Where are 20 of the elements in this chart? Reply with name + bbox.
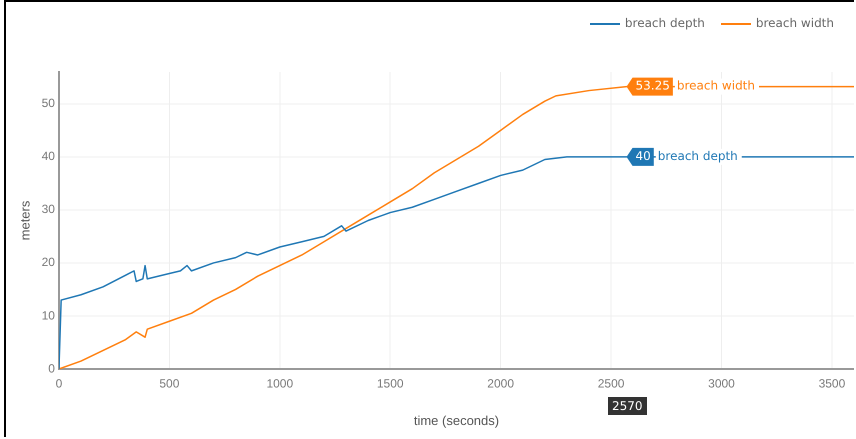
- annotation: 40 breach depth: [636, 148, 738, 163]
- x-tick-label: 1000: [266, 376, 294, 391]
- x-axis-title: time (seconds): [414, 412, 500, 428]
- x-tick-label: 3500: [818, 376, 846, 391]
- y-tick-label: 50: [42, 96, 56, 110]
- x-tick-label: 3000: [708, 376, 736, 391]
- y-tick-label: 20: [42, 255, 56, 270]
- x-tick-label: 500: [159, 376, 180, 391]
- y-axis-title: meters: [17, 200, 32, 240]
- x-tick-label: 2500: [598, 376, 625, 391]
- legend-label: breach width: [754, 16, 834, 30]
- y-tick-label: 0: [48, 361, 56, 376]
- y-tick-label: 30: [42, 202, 56, 216]
- legend-label: breach depth: [624, 16, 705, 30]
- x-tick-label: 2000: [487, 376, 514, 391]
- y-tick-label: 10: [42, 308, 56, 322]
- x-tick-label: 1500: [376, 376, 404, 391]
- hover-tag: 2570: [608, 397, 647, 415]
- y-tick-label: 40: [42, 149, 56, 164]
- annotation: 53.25 breach width: [636, 78, 756, 93]
